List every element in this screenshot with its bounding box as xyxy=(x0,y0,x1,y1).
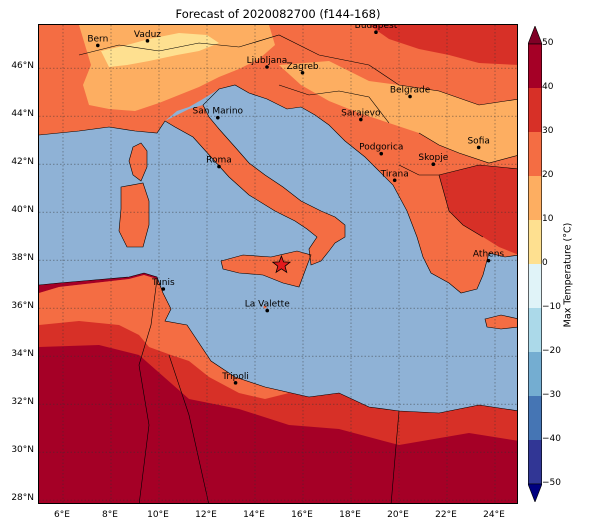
balkan-light-band xyxy=(279,61,517,163)
longitude-tick-label: 12°E xyxy=(195,510,217,520)
city-dot xyxy=(486,258,491,263)
balkan-red-band xyxy=(369,25,517,65)
city-label: Vaduz xyxy=(134,30,161,40)
latitude-tick-label: 30°N xyxy=(11,445,34,456)
colorbar-segment xyxy=(528,396,542,441)
city-label: Ljubljana xyxy=(247,56,288,66)
city-dot xyxy=(233,381,238,385)
latitude-tick-label: 28°N xyxy=(11,493,34,504)
city-label: Sarajevo xyxy=(341,109,381,119)
latitude-tick-label: 42°N xyxy=(11,157,34,168)
colorbar-tick-label: −50 xyxy=(542,478,561,488)
colorbar-tick-label: 0 xyxy=(542,258,548,268)
colorbar-under-extend xyxy=(528,483,542,502)
star-icon[interactable] xyxy=(271,254,292,274)
corsica-island xyxy=(129,143,147,181)
colorbar-tick-label: −30 xyxy=(542,390,561,400)
city-label: Budapest xyxy=(355,25,398,31)
colorbar-segment xyxy=(528,132,542,177)
city-dot xyxy=(359,117,363,122)
latitude-tick-label: 34°N xyxy=(11,349,34,360)
colorbar-segment xyxy=(528,176,542,221)
city-dot xyxy=(161,287,166,291)
colorbar-tick-label: 10 xyxy=(542,214,554,224)
city-dot xyxy=(431,162,436,166)
map-panel[interactable]: Bern Vaduz Budapest Ljubljana Zagreb Belgrade… xyxy=(38,24,518,504)
colorbar-segment xyxy=(528,88,542,133)
colorbar-over-extend xyxy=(528,26,542,45)
colorbar xyxy=(528,26,542,502)
latitude-tick-label: 46°N xyxy=(11,61,34,72)
latitude-tick-label: 44°N xyxy=(11,109,34,120)
city-dot xyxy=(265,308,270,313)
city-label: Skopje xyxy=(418,153,448,163)
city-dot xyxy=(374,30,378,34)
colorbar-segment xyxy=(528,352,542,397)
latitude-tick-label: 40°N xyxy=(11,205,34,216)
city-label: Tirana xyxy=(380,169,409,179)
map-title: Forecast of 2020082700 (f144-168) xyxy=(175,7,381,21)
colorbar-tick-label: −40 xyxy=(542,434,561,444)
north-africa-coastal-band xyxy=(39,275,289,399)
colorbar-segment xyxy=(528,220,542,265)
crete-island xyxy=(485,315,517,329)
city-dot xyxy=(217,164,221,169)
colorbar-tick-label: 20 xyxy=(542,170,554,180)
city-dot xyxy=(392,178,397,183)
sardinia-island xyxy=(119,183,149,247)
colorbar-tick-label: −10 xyxy=(542,302,561,312)
longitude-tick-label: 18°E xyxy=(339,510,361,520)
colorbar-tick-label: 50 xyxy=(542,38,554,48)
colorbar-segment xyxy=(528,308,542,353)
latitude-tick-label: 36°N xyxy=(11,301,34,312)
city-label: Athens xyxy=(473,250,504,260)
latitude-tick-label: 38°N xyxy=(11,253,34,264)
city-label: Podgorica xyxy=(359,143,403,153)
city-dot xyxy=(96,43,100,48)
country-borders xyxy=(39,34,517,503)
colorbar-tick-label: 30 xyxy=(542,126,554,136)
city-dot xyxy=(476,145,481,150)
city-dot xyxy=(265,65,269,69)
alps-coolest-band xyxy=(101,33,219,67)
longitude-tick-label: 20°E xyxy=(387,510,409,520)
city-label: Belgrade xyxy=(390,86,431,96)
city-label: Sofia xyxy=(467,136,489,146)
city-dot xyxy=(300,70,305,75)
city-label: Tripoli xyxy=(221,372,249,382)
italy-peninsula xyxy=(165,105,345,265)
longitude-tick-label: 14°E xyxy=(243,510,265,520)
city-label: Roma xyxy=(206,156,232,166)
city-dot xyxy=(216,115,220,120)
longitude-tick-label: 16°E xyxy=(291,510,313,520)
city-label: Bern xyxy=(87,34,108,44)
longitude-tick-label: 22°E xyxy=(435,510,457,520)
longitude-tick-label: 10°E xyxy=(147,510,169,520)
longitude-tick-label: 8°E xyxy=(102,510,118,520)
graticule-lines xyxy=(39,25,517,503)
latitude-tick-label: 32°N xyxy=(11,397,34,408)
longitude-tick-label: 24°E xyxy=(483,510,505,520)
colorbar-segment xyxy=(528,440,542,485)
colorbar-tick-label: −20 xyxy=(542,346,561,356)
city-label: Zagreb xyxy=(286,62,318,72)
greece-red-band xyxy=(439,165,517,255)
city-label: La Valette xyxy=(245,300,290,310)
city-dot xyxy=(408,94,412,99)
colorbar-tick-label: 40 xyxy=(542,82,554,92)
land-temperature-fill xyxy=(39,25,517,503)
longitude-tick-label: 6°E xyxy=(54,510,70,520)
colorbar-segment xyxy=(528,264,542,309)
city-label: Tunis xyxy=(151,278,175,288)
city-dot xyxy=(379,151,384,156)
colorbar-segment xyxy=(528,44,542,89)
city-dot xyxy=(145,39,150,43)
colorbar-label: Max Temperature (°C) xyxy=(562,222,574,328)
city-label: San Marino xyxy=(193,107,244,117)
malta-island xyxy=(263,305,267,309)
forecast-location-marker[interactable] xyxy=(271,254,292,274)
